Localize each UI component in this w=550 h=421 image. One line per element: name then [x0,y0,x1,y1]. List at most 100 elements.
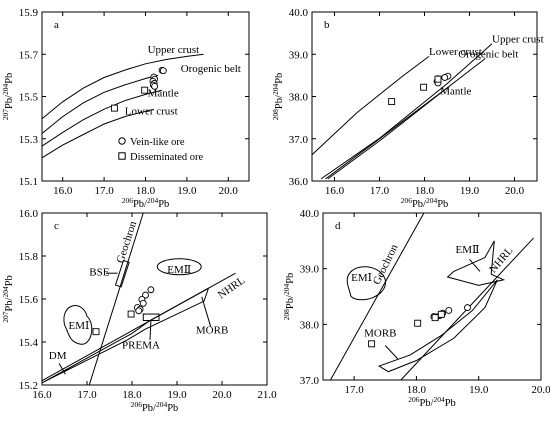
y-tick-label: 37.0 [289,134,309,146]
disseminated-ore-point [414,319,422,327]
emI-field [63,305,93,345]
line-geochron [330,212,425,381]
panel-b: 16.0 17.0 18.0 19.0 20.0 36.0 37.0 38.0 39.0 40.0… [271,7,544,210]
disseminated-ore-point [437,310,445,318]
bse-field [114,259,130,288]
vein-like-ore-point [441,74,449,81]
y-axis-label: 207Pb/204Pb [1,275,16,323]
y-tick-label: 15.4 [19,337,39,349]
curve-label: Orogenic belt [458,49,518,61]
geochron-label: Geochron [114,219,139,264]
morb-pointer [201,296,212,328]
disseminated-ore-point [420,83,428,91]
x-tick-label: 17.0 [94,185,114,197]
y-tick-label: 15.7 [19,49,39,61]
line-geochron [88,212,144,386]
y-tick-label: 39.0 [300,264,320,276]
y-tick-label: 15.6 [19,294,39,306]
legend-label: Disseminated ore [130,152,204,163]
x-tick-label: 17.0 [370,185,390,197]
x-tick-label: 16.0 [53,185,73,197]
curve-mantle [327,87,448,180]
legend-circle-icon [118,137,126,145]
dm-pointer [58,363,66,375]
y-tick-label: 38.0 [289,92,309,104]
bse-label: BSE [89,266,109,278]
y-tick-label: 15.9 [19,7,39,19]
disseminated-ore-point [388,98,396,106]
x-tick-label: 16.0 [325,185,345,197]
y-tick-label: 15.8 [19,251,39,263]
prema-pointer [149,320,152,340]
legend-label: Vein-like ore [130,137,185,148]
curve-label: Orogenic belt [181,63,241,75]
disseminated-ore-point [368,340,376,348]
curve-label: Upper crust [148,44,200,56]
curve-mantle [41,89,163,147]
emI-label: EMⅠ [68,320,89,332]
prema-label: PREMA [122,339,160,351]
prema-field [142,313,160,321]
morb-dm-field [41,287,210,384]
plot-frame [41,212,268,386]
emI-field [346,266,386,301]
dm-label: DM [49,350,67,362]
panel-letter: a [54,19,59,31]
emI-label: EMⅠ [351,272,372,284]
curve-label: Mantle [148,88,179,100]
x-axis-label: 206Pb/204Pb [408,395,456,410]
emII-label: EMⅡ [456,244,480,256]
x-axis-label: 206Pb/204Pb [122,196,170,211]
morb-label: MORB [196,324,228,336]
morb-field [377,279,498,373]
vein-like-ore-point [159,67,167,75]
vein-like-ore-point [135,307,143,315]
x-tick-label: 20.0 [505,185,525,197]
emII-field [156,258,202,276]
y-tick-label: 15.5 [19,92,39,104]
panel-letter: b [324,19,330,31]
y-tick-label: 16.0 [19,208,39,220]
x-tick-label: 20.0 [219,185,239,197]
curve-lower-crust [311,55,430,156]
y-axis-label: 207Pb/204Pb [1,73,16,121]
y-tick-label: 38.0 [300,319,320,331]
x-tick-label: 19.0 [177,185,197,197]
y-axis-label: 208Pb/204Pb [282,273,297,321]
x-tick-label: 18.0 [407,384,427,396]
emII-pointer [468,258,481,272]
curve-label: Lower crust [429,46,482,58]
nhrl-label: NHRL [216,274,248,301]
plot-frame [322,212,542,381]
legend-square-icon [118,152,126,160]
panel-letter: c [54,220,59,232]
panel-a: 16.0 17.0 18.0 19.0 20.0 15.1 15.3 15.5 15.7 15.9… [1,7,250,210]
disseminated-ore-point [127,310,135,318]
y-tick-label: 15.3 [19,134,39,146]
emII-label: EMⅡ [167,264,191,276]
x-tick-label: 19.0 [167,389,187,401]
x-tick-label: 20.0 [531,384,550,396]
y-tick-label: 40.0 [300,208,320,220]
vein-like-ore-point [445,306,453,314]
x-tick-label: 18.0 [122,389,142,401]
disseminated-ore-point [92,328,100,336]
emII-field [446,240,506,286]
vein-like-ore-point [142,291,149,299]
y-tick-label: 37.0 [300,375,320,387]
curve-label: Upper crust [492,33,544,45]
vein-like-ore-point [464,304,471,312]
disseminated-ore-point [431,314,439,322]
curve-lower-crust [41,108,154,159]
curve-label: Mantle [440,85,471,97]
x-tick-label: 19.0 [469,384,489,396]
x-tick-label: 18.0 [136,185,156,197]
panel-d: 17.0 18.0 19.0 20.0 37.0 38.0 39.0 40.0 206Pb/20… [282,208,550,409]
curve-upper-crust [41,53,204,120]
panel-c: 16.0 17.0 18.0 19.0 20.0 21.0 15.2 15.4 15.6 15.8… [1,208,278,414]
disseminated-ore-point [434,75,442,83]
vein-like-ore-point [151,82,159,90]
disseminated-ore-point [110,104,118,112]
x-tick-label: 18.0 [415,185,435,197]
